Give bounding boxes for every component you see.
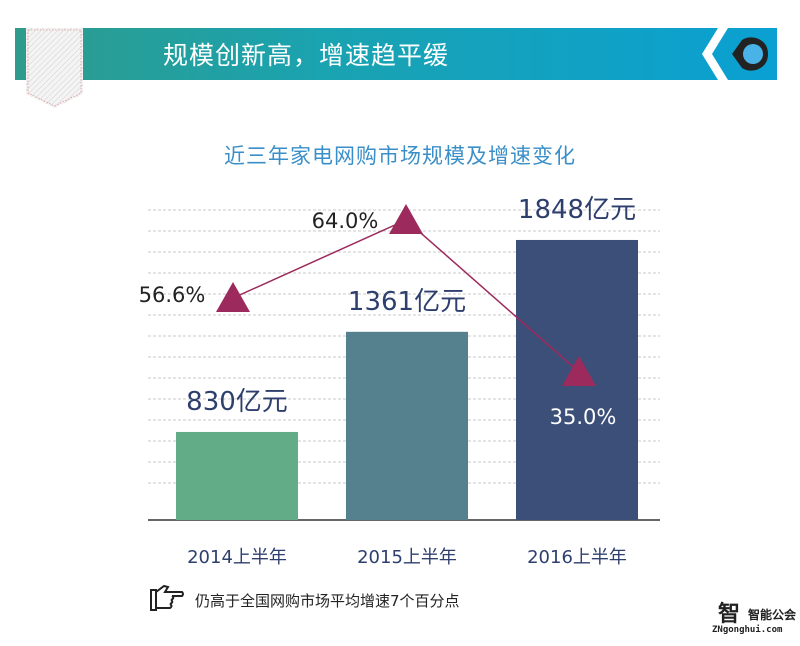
growth-marker — [216, 282, 250, 312]
pocket-decoration — [26, 28, 83, 108]
location-pin-icon — [702, 28, 768, 80]
growth-label: 56.6% — [139, 283, 206, 307]
bar-label: 1848亿元 — [518, 195, 636, 225]
x-tick-label: 2014上半年 — [187, 547, 287, 568]
logo: 智 — [718, 602, 741, 627]
bar-label: 830亿元 — [186, 387, 288, 417]
logo-text: 智能公会 — [748, 608, 797, 622]
banner-title: 规模创新高，增速趋平缓 — [163, 41, 450, 70]
x-tick-label: 2016上半年 — [527, 547, 627, 568]
bar-label: 1361亿元 — [348, 287, 466, 317]
growth-marker — [562, 356, 596, 386]
pointing-hand-icon — [150, 584, 184, 611]
title-banner — [15, 28, 777, 80]
growth-label: 35.0% — [550, 405, 617, 429]
bar-2015上半年 — [346, 331, 468, 520]
footnote: 仍高于全国网购市场平均增速7个百分点 — [195, 592, 460, 610]
chart-title: 近三年家电网购市场规模及增速变化 — [224, 144, 576, 168]
growth-label: 64.0% — [312, 209, 379, 233]
logo-url: ZNgonghui.com — [712, 625, 783, 635]
growth-marker — [389, 204, 423, 234]
x-tick-label: 2015上半年 — [357, 547, 457, 568]
bar-2014上半年 — [176, 431, 298, 520]
